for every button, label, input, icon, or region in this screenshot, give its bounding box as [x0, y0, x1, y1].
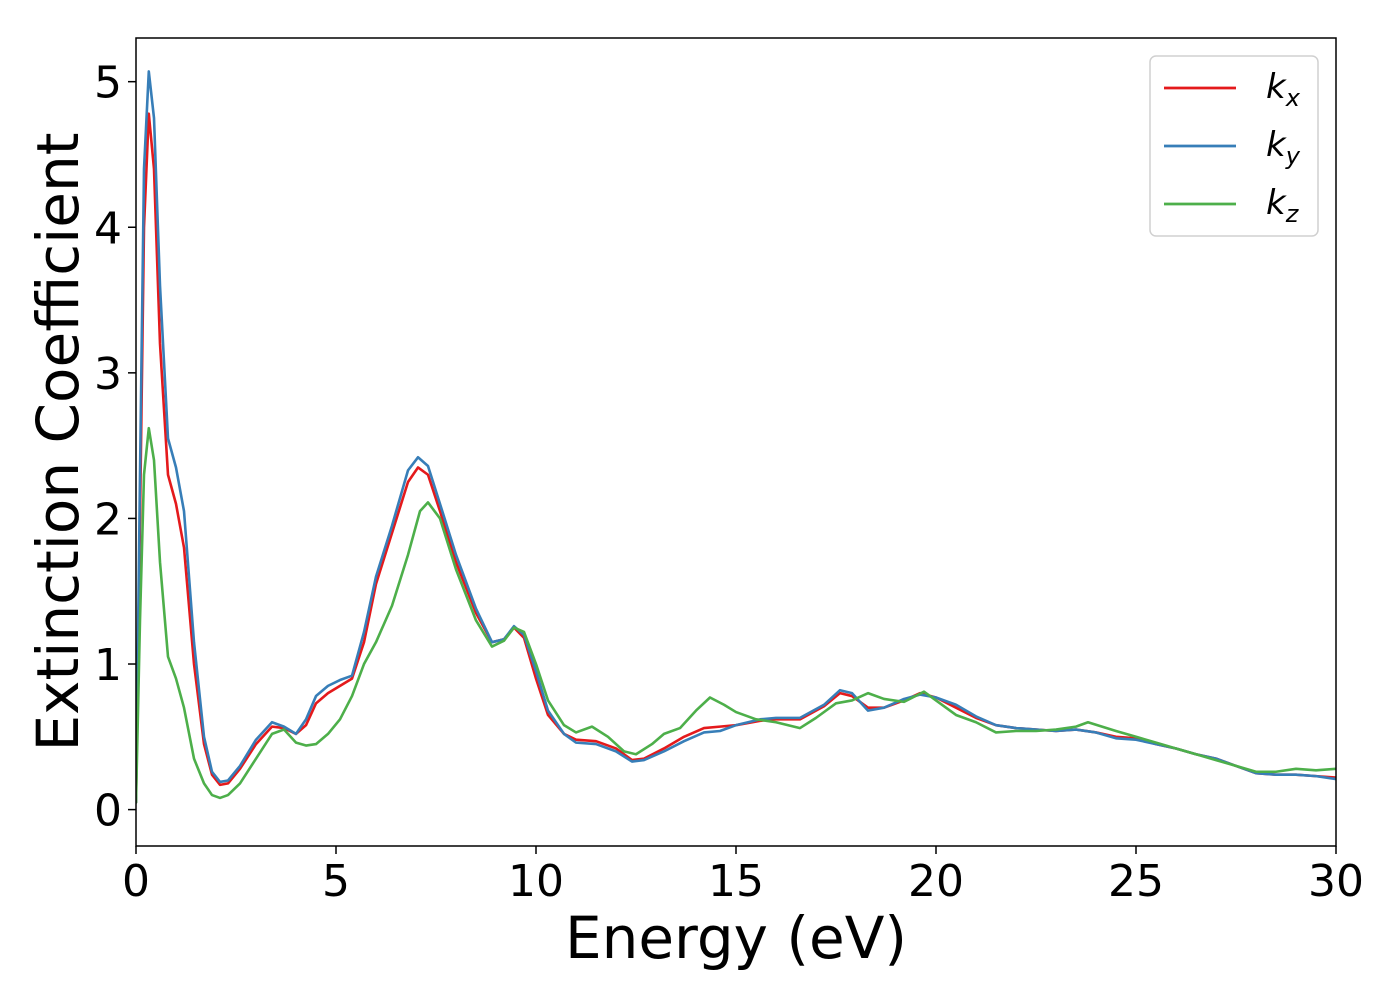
x-tick-label: 10	[508, 856, 564, 907]
series-layer	[136, 70, 1336, 804]
x-tick-label: 30	[1308, 856, 1364, 907]
x-axis-label: Energy (eV)	[565, 904, 907, 972]
y-tick-label: 4	[94, 203, 122, 254]
legend-label-z: kz	[1266, 183, 1300, 228]
y-axis-label: Extinction Coefficient	[24, 133, 92, 752]
x-tick-label: 25	[1108, 856, 1164, 907]
series-line-z	[136, 426, 1336, 804]
x-axis: 0 5 10 15 20 25 30	[122, 846, 1364, 907]
x-tick-label: 20	[908, 856, 964, 907]
legend-label-x: kx	[1266, 67, 1301, 112]
legend: kx ky kz	[1149, 55, 1319, 237]
x-tick-label: 15	[708, 856, 764, 907]
y-tick-label: 2	[94, 494, 122, 545]
y-tick-label: 3	[94, 349, 122, 400]
x-tick-label: 0	[122, 856, 150, 907]
legend-label-y: ky	[1266, 125, 1301, 170]
y-axis: 0 1 2 3 4 5	[94, 58, 136, 837]
y-tick-label: 0	[94, 786, 122, 837]
y-tick-label: 5	[94, 58, 122, 109]
y-tick-label: 1	[94, 640, 122, 691]
x-tick-label: 5	[322, 856, 350, 907]
series-line-y	[136, 70, 1336, 804]
